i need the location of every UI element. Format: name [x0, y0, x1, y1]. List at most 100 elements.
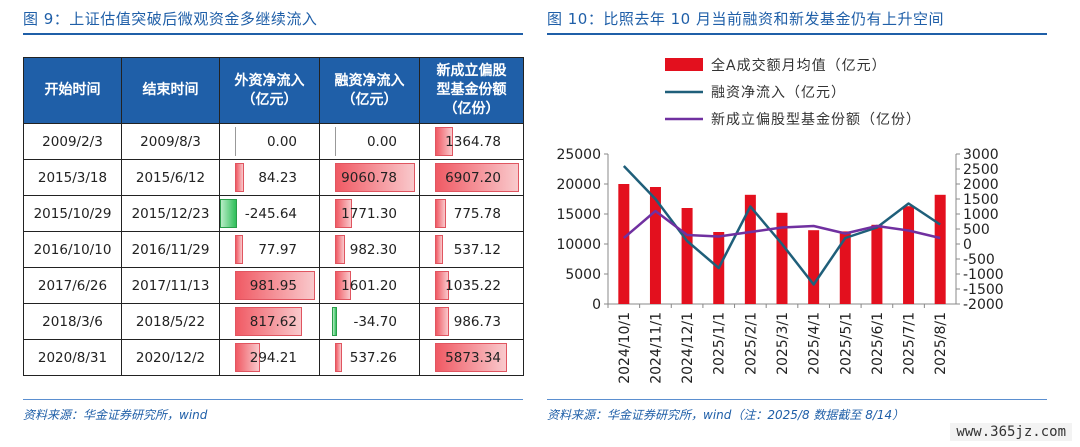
header-new-fund-shares: 新成立偏股 型基金份额 （亿份） [419, 57, 524, 124]
cell-new-fund-shares: 1035.22 [419, 267, 524, 304]
y-right-tick-label: -500 [963, 252, 995, 268]
left-title-rule [23, 33, 523, 35]
cell-margin-inflow: 9060.78 [319, 159, 420, 196]
table-row: 2020/8/31 2020/12/2 294.21 537.26 5873.34 [23, 339, 524, 376]
cell-end-time: 2015/12/23 [121, 195, 220, 232]
bar-2025/8/1 [934, 194, 946, 304]
cell-new-fund-shares: 986.73 [419, 303, 524, 340]
cell-foreign-inflow: 84.23 [219, 159, 320, 196]
y-right-tick-label: 2500 [963, 162, 999, 178]
cell-value: -245.64 [244, 205, 297, 222]
cell-foreign-inflow: 0.00 [219, 123, 320, 160]
cell-margin-inflow: 1771.30 [319, 195, 420, 232]
y-left-tick-label: 15000 [556, 207, 601, 223]
cell-end-time: 2009/8/3 [121, 123, 220, 160]
left-source-rule [23, 399, 523, 400]
bar-2024/12/1 [681, 208, 693, 304]
cell-value: 6907.20 [445, 169, 501, 186]
x-tick-label: 2025/6/1 [870, 312, 886, 375]
header-start-time: 开始时间 [23, 57, 122, 124]
left-source-note: 资料来源：华金证券研究所，wind [23, 408, 208, 422]
y-right-tick-label: 3000 [963, 147, 999, 163]
x-tick-label: 2024/11/1 [648, 312, 664, 384]
data-bar [435, 127, 454, 156]
cell-new-fund-shares: 1364.78 [419, 123, 524, 160]
cell-margin-inflow: 0.00 [319, 123, 420, 160]
cell-start-time: 2018/3/6 [23, 303, 122, 340]
cell-value: 775.78 [453, 205, 501, 222]
cell-foreign-inflow: 817.62 [219, 303, 320, 340]
data-bar [435, 163, 519, 192]
x-tick-label: 2024/12/1 [680, 312, 696, 384]
data-bar [235, 343, 261, 372]
right-title-rule [547, 33, 1047, 35]
cell-start-time: 2015/10/29 [23, 195, 122, 232]
table-row: 2015/10/29 2015/12/23 -245.64 1771.30 775.78 [23, 195, 524, 232]
cell-value: 84.23 [258, 169, 297, 186]
cell-value: 1364.78 [445, 133, 501, 150]
cell-foreign-inflow: 77.97 [219, 231, 320, 268]
combo-chart: 0500010000150002000025000-2000-1500-1000… [556, 57, 1003, 384]
data-bar [335, 343, 342, 372]
cell-start-time: 2015/3/18 [23, 159, 122, 196]
legend-label: 新成立偏股型基金份额（亿份） [711, 111, 921, 128]
cell-value: 5873.34 [445, 349, 501, 366]
cell-value: 817.62 [249, 313, 297, 330]
x-tick-label: 2025/4/1 [807, 312, 823, 375]
data-bar [335, 163, 415, 192]
legend-label: 全A成交额月均值（亿元） [711, 57, 887, 74]
y-right-tick-label: 500 [963, 222, 990, 238]
zero-line [335, 127, 336, 156]
bar-2024/10/1 [618, 184, 630, 304]
fund-shares-line [623, 209, 941, 240]
bar-2025/4/1 [808, 230, 820, 304]
data-bar [332, 307, 337, 336]
y-right-tick-label: 0 [963, 237, 972, 253]
y-right-tick-label: 1500 [963, 192, 999, 208]
cell-value: 9060.78 [341, 169, 397, 186]
data-bar [435, 271, 450, 300]
cell-foreign-inflow: -245.64 [219, 195, 320, 232]
cell-margin-inflow: -34.70 [319, 303, 420, 340]
x-tick-label: 2025/7/1 [902, 312, 918, 375]
cell-value: 0.00 [366, 133, 397, 150]
data-bar [435, 343, 507, 372]
cell-end-time: 2017/11/13 [121, 267, 220, 304]
y-left-tick-label: 5000 [565, 267, 601, 283]
data-bar [235, 307, 302, 336]
cell-start-time: 2017/6/26 [23, 267, 122, 304]
right-source-note: 资料来源：华金证券研究所，wind（注：2025/8 数据截至 8/14） [547, 408, 905, 422]
cell-value: 0.00 [266, 133, 297, 150]
zero-line [235, 127, 236, 156]
data-bar [235, 235, 244, 264]
cell-value: 1771.30 [341, 205, 397, 222]
y-left-tick-label: 25000 [556, 147, 601, 163]
cell-margin-inflow: 537.26 [319, 339, 420, 376]
bar-2025/5/1 [839, 231, 851, 304]
cell-value: 1035.22 [445, 277, 501, 294]
cell-value: 1601.20 [341, 277, 397, 294]
cell-end-time: 2016/11/29 [121, 231, 220, 268]
x-tick-label: 2025/2/1 [743, 312, 759, 375]
cell-value: 294.21 [249, 349, 297, 366]
cell-start-time: 2020/8/31 [23, 339, 122, 376]
y-left-tick-label: 0 [592, 297, 601, 313]
x-tick-label: 2024/10/1 [617, 312, 633, 384]
cell-start-time: 2016/10/10 [23, 231, 122, 268]
cell-value: 981.95 [249, 277, 297, 294]
legend-swatch-bar [665, 58, 703, 71]
header-foreign-inflow: 外资净流入 （亿元） [219, 57, 320, 124]
data-bar [220, 199, 237, 228]
table-row: 2017/6/26 2017/11/13 981.95 1601.20 1035.22 [23, 267, 524, 304]
bar-2025/3/1 [776, 212, 788, 304]
cell-value: 77.97 [258, 241, 297, 258]
bar-2025/6/1 [871, 224, 883, 304]
cell-foreign-inflow: 981.95 [219, 267, 320, 304]
x-tick-label: 2025/1/1 [712, 312, 728, 375]
x-tick-label: 2025/8/1 [933, 312, 949, 375]
table-row: 2009/2/3 2009/8/3 0.00 0.00 1364.78 [23, 123, 524, 160]
cell-end-time: 2015/6/12 [121, 159, 220, 196]
watermark: www.365jz.com [950, 423, 1072, 441]
bar-2025/7/1 [903, 206, 915, 304]
legend-label: 融资净流入（亿元） [711, 85, 846, 101]
